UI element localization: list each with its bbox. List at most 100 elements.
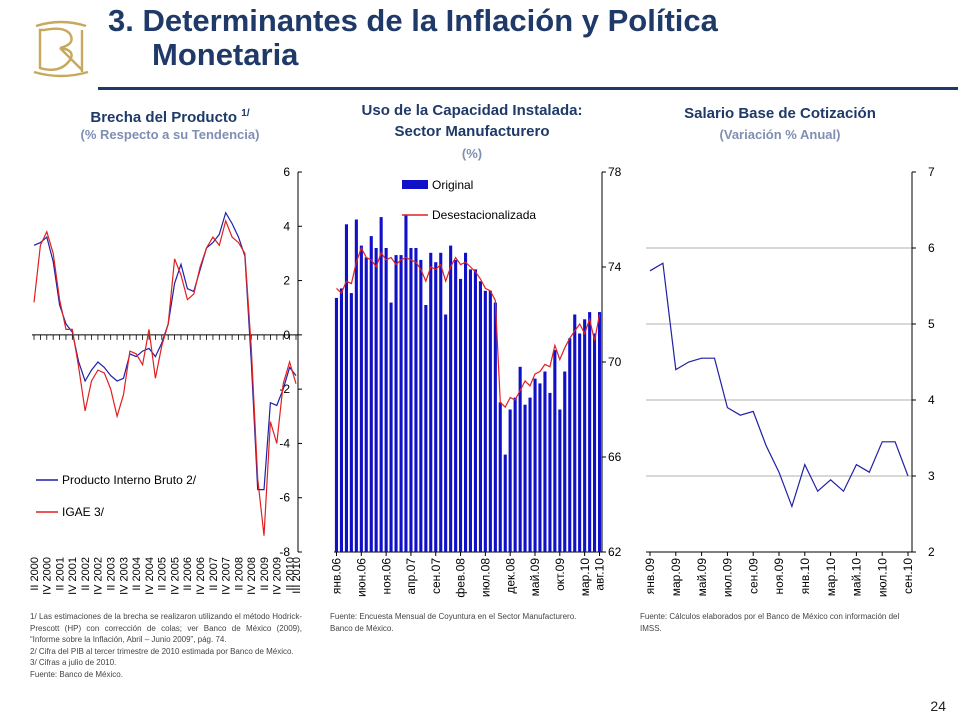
original-legend-label: Original (432, 178, 473, 192)
capacity-bar (429, 252, 433, 553)
right-x-tick-label: июл.10 (875, 558, 889, 597)
middle-y-tick-label: 70 (608, 355, 622, 369)
page-number: 24 (930, 698, 946, 714)
capacity-bar (583, 319, 587, 552)
left-x-tick-label: IV 2004 (144, 557, 156, 595)
capacity-bar (339, 288, 343, 552)
right-x-tick-label: мар.10 (824, 558, 838, 597)
footnote-source: Fuente: Banco de México. (30, 669, 123, 679)
middle-x-tick-label: окт.09 (553, 558, 567, 591)
capacity-bar (508, 409, 512, 552)
capacity-bar (498, 402, 502, 552)
left-x-tick-label: II 2004 (131, 557, 143, 591)
capacity-bar (478, 281, 482, 552)
wage-growth-line (649, 262, 909, 509)
footnote-2: 2/ Cifra del PIB al tercer trimestre de … (30, 646, 294, 656)
page-title: 3. Determinantes de la Inflación y Polít… (108, 4, 718, 72)
left-x-tick-label: IV 2002 (93, 557, 105, 595)
capacity-bar (459, 278, 463, 552)
middle-x-tick-label: авг.10 (593, 558, 607, 591)
capacity-bar (449, 245, 453, 552)
right-x-tick-label: янв.09 (643, 558, 657, 595)
capacity-bar (414, 248, 418, 552)
capacity-bar (523, 404, 527, 552)
left-chart-subtitle: (% Respecto a su Tendencia) (80, 127, 260, 142)
middle-x-tick-label: ноя.06 (379, 558, 393, 595)
middle-y-tick-label: 66 (608, 450, 622, 464)
capacity-bar (558, 409, 562, 552)
capacity-bar (598, 312, 602, 552)
middle-y-tick-label: 74 (608, 260, 622, 274)
right-y-tick-label: 5 (928, 317, 935, 331)
middle-chart-title-line2: Sector Manufacturero (394, 123, 550, 140)
wage-growth-chart: 7 6 5 4 3 2 янв.09 мар.09 май.09 июл.09 сен.09 ноя.… (643, 165, 935, 597)
left-x-tick-label: IV 2006 (195, 557, 207, 595)
pib-legend-label: Producto Interno Bruto 2/ (62, 473, 197, 487)
page-title-line1: 3. Determinantes de la Inflación y Polít… (108, 3, 718, 38)
middle-y-tick-label: 62 (608, 545, 622, 559)
capacity-bar (468, 269, 472, 552)
middle-x-tick-label: мар.10 (578, 558, 592, 597)
left-x-tick-label: IV 2008 (246, 557, 258, 595)
capacity-bar (588, 312, 592, 552)
left-x-tick-label: II 2000 (29, 557, 41, 591)
left-x-tick-label: II 2002 (80, 557, 92, 591)
capacity-bar (334, 297, 338, 552)
left-y-tick-label: 6 (283, 165, 290, 179)
middle-x-tick-label: фев.08 (454, 558, 468, 598)
left-chart-title-note: 1/ (241, 108, 250, 119)
seasonally-adjusted-legend-label: Desestacionalizada (432, 208, 536, 222)
capacity-bar (593, 333, 597, 552)
left-x-tick-label: II 2001 (54, 557, 66, 591)
right-y-tick-label: 6 (928, 241, 935, 255)
right-y-tick-label: 2 (928, 545, 935, 559)
capacity-bar (503, 454, 507, 552)
middle-x-tick-label: май.09 (528, 558, 542, 597)
left-y-tick-label: -8 (279, 545, 290, 559)
capacity-bar (394, 255, 398, 552)
capacity-bar (513, 397, 517, 552)
middle-chart-title: Uso de la Capacidad Instalada: Sector Ma… (322, 100, 622, 142)
left-y-tick-label: 4 (283, 219, 290, 233)
right-y-tick-label: 4 (928, 393, 935, 407)
middle-chart-footnote: Fuente: Encuesta Mensual de Coyuntura en… (330, 612, 577, 633)
igae-legend-label: IGAE 3/ (62, 505, 105, 519)
page-title-line2: Monetaria (152, 37, 299, 72)
left-y-tick-label: -6 (279, 491, 290, 505)
middle-chart-title-line1: Uso de la Capacidad Instalada: (361, 102, 583, 119)
capacity-bar (399, 255, 403, 552)
right-chart-subtitle: (Variación % Anual) (719, 127, 841, 142)
left-y-tick-label: -2 (279, 382, 290, 396)
capacity-bar (553, 350, 557, 552)
capacity-bar (379, 217, 383, 552)
left-x-tick-label: IV 2000 (42, 557, 54, 595)
right-chart-footnote: Fuente: Cálculos elaborados por el Banco… (640, 612, 900, 633)
right-x-tick-label: ноя.09 (772, 558, 786, 595)
capacity-bar (488, 290, 492, 553)
capacity-bar (483, 290, 487, 553)
left-y-tick-label: 2 (283, 274, 290, 288)
middle-x-tick-label: янв.06 (330, 558, 344, 595)
right-x-tick-label: июл.09 (721, 558, 735, 597)
left-x-tick-label: II 2006 (182, 557, 194, 591)
right-x-tick-label: мар.09 (669, 558, 683, 597)
capacity-bar (419, 259, 423, 552)
left-x-tick-label: II 2009 (259, 557, 271, 591)
right-x-tick-label: сен.09 (746, 558, 760, 594)
capacity-bar (404, 214, 408, 552)
left-chart-title: Brecha del Producto 1/ (40, 103, 300, 128)
left-chart-title-text: Brecha del Producto (90, 109, 238, 126)
left-x-tick-label: IV 2003 (118, 557, 130, 595)
capacity-bar (369, 236, 373, 552)
capacity-bar (374, 248, 378, 552)
capacity-bar (578, 333, 582, 552)
right-y-tick-label: 3 (928, 469, 935, 483)
left-y-tick-label: -4 (279, 436, 290, 450)
middle-x-tick-label: июн.06 (354, 558, 368, 597)
right-chart-title: Salario Base de Cotización (684, 105, 876, 122)
right-x-tick-label: янв.10 (798, 558, 812, 595)
left-chart-footnotes: 1/ Las estimaciones de la brecha se real… (30, 611, 302, 680)
capacity-bar (439, 252, 443, 553)
capacity-bar (424, 305, 428, 552)
right-x-tick-label: сен.10 (901, 558, 915, 594)
